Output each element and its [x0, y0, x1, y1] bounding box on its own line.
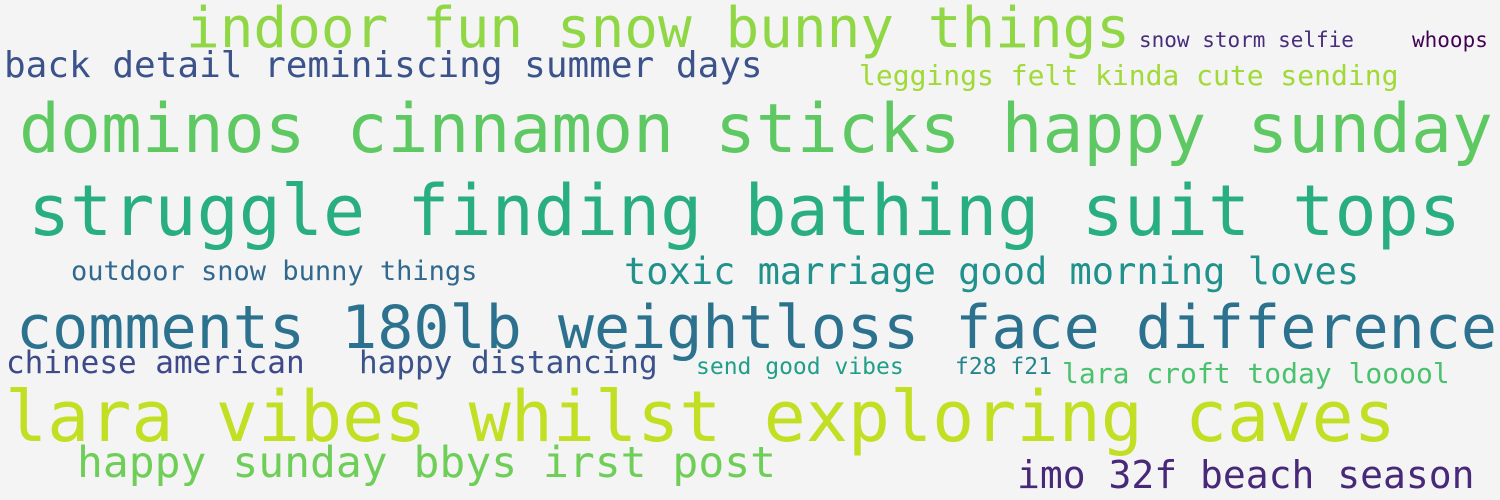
- phrase-lara-croft-today-looool: lara croft today looool: [1062, 357, 1450, 390]
- phrase-toxic-marriage-good-morning-loves: toxic marriage good morning loves: [624, 250, 1360, 293]
- phrase-happy-distancing: happy distancing: [359, 345, 658, 381]
- phrase-imo-32f-beach-season: imo 32f beach season: [1017, 453, 1475, 497]
- phrase-indoor-fun-snow-bunny-things: indoor fun snow bunny things: [186, 0, 1131, 61]
- phrase-lara-vibes-whilst-exploring-caves: lara vibes whilst exploring caves: [5, 376, 1396, 458]
- phrase-snow-storm-selfie: snow storm selfie: [1139, 28, 1354, 52]
- phrase-struggle-finding-bathing-suit-tops: struggle finding bathing suit tops: [28, 170, 1461, 252]
- phrase-dominos-cinnamon-sticks-happy-sunday: dominos cinnamon sticks happy sunday: [19, 90, 1493, 169]
- phrase-leggings-felt-kinda-cute-sending: leggings felt kinda cute sending: [859, 59, 1399, 92]
- phrase-happy-sunday-bbys-irst-post: happy sunday bbys irst post: [77, 438, 776, 488]
- phrase-comments-180lb-weightloss-face-difference: comments 180lb weightloss face differenc…: [16, 293, 1498, 363]
- phrase-send-good-vibes: send good vibes: [696, 354, 904, 380]
- phrase-chinese-american: chinese american: [6, 345, 305, 381]
- phrase-outdoor-snow-bunny-things: outdoor snow bunny things: [71, 256, 478, 287]
- phrase-whoops: whoops: [1412, 28, 1488, 52]
- phrase-back-detail-reminiscing-summer-days: back detail reminiscing summer days: [4, 45, 763, 86]
- phrase-f28-f21: f28 f21: [955, 354, 1052, 380]
